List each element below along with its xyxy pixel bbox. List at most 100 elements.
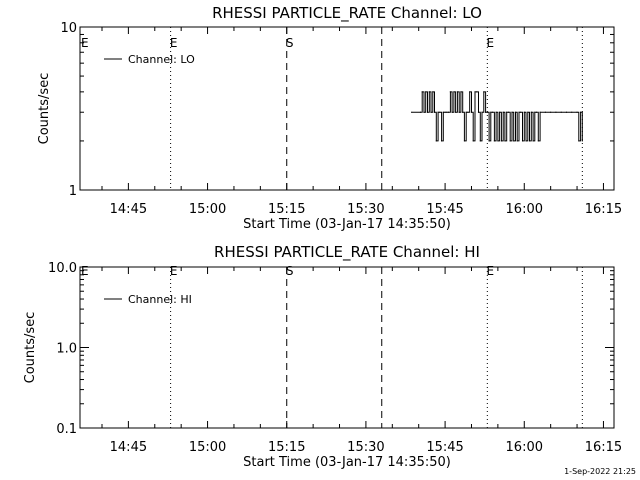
- event-marker-label: S: [286, 264, 294, 278]
- data-point: [507, 111, 510, 113]
- x-tick-label: 14:45: [110, 440, 147, 455]
- data-point: [497, 140, 499, 142]
- data-point: [579, 111, 582, 113]
- data-point: [578, 140, 580, 142]
- data-point: [428, 91, 430, 93]
- data-point: [490, 111, 492, 113]
- data-point: [444, 111, 446, 113]
- data-point: [535, 111, 538, 113]
- data-point: [544, 111, 546, 113]
- data-point: [504, 140, 506, 142]
- data-point: [523, 111, 525, 113]
- data-point: [421, 91, 423, 93]
- data-point: [555, 111, 557, 113]
- data-point: [469, 91, 471, 93]
- x-tick-label: 16:00: [506, 202, 543, 217]
- data-point: [511, 111, 513, 113]
- chart-title: RHESSI PARTICLE_RATE Channel: LO: [212, 4, 482, 23]
- plot-frame: [79, 266, 615, 429]
- data-point: [460, 91, 462, 93]
- data-point: [463, 140, 466, 142]
- x-tick-label: 16:15: [585, 202, 622, 217]
- data-point: [435, 140, 437, 142]
- series-line-0: [411, 91, 583, 142]
- legend-entry: Channel: LO: [128, 53, 195, 66]
- data-point: [565, 111, 568, 113]
- x-tick-label: 15:00: [189, 440, 226, 455]
- data-point: [425, 91, 427, 93]
- data-point: [481, 111, 483, 113]
- data-point: [462, 111, 464, 113]
- event-marker-label-edge: E: [81, 36, 89, 50]
- y-tick-label: 1: [69, 184, 77, 199]
- data-point: [476, 91, 478, 93]
- event-marker-label-edge: E: [81, 264, 89, 278]
- data-point: [491, 111, 494, 113]
- y-tick-label: 1.0: [56, 342, 77, 357]
- x-tick-label: 15:00: [189, 202, 226, 217]
- data-point: [453, 91, 455, 93]
- data-point: [530, 111, 532, 113]
- data-point: [560, 111, 562, 113]
- data-point: [467, 111, 469, 113]
- data-point: [518, 111, 520, 113]
- x-tick-label: 16:00: [506, 440, 543, 455]
- data-point: [470, 111, 473, 113]
- data-point: [484, 111, 487, 113]
- x-tick-label: 15:30: [347, 440, 384, 455]
- x-axis-label: Start Time (03-Jan-17 14:35:50): [243, 455, 451, 470]
- x-tick-label: 16:15: [585, 440, 622, 455]
- data-point: [483, 91, 485, 93]
- data-point: [479, 140, 481, 142]
- event-marker-label: S: [286, 36, 294, 50]
- y-tick-label: 10.0: [48, 261, 77, 276]
- data-point: [426, 111, 429, 113]
- data-point: [477, 111, 480, 113]
- data-point: [527, 111, 529, 113]
- data-point: [495, 111, 497, 113]
- x-tick-label: 15:15: [268, 202, 305, 217]
- data-point: [550, 111, 552, 113]
- data-point: [521, 140, 524, 142]
- data-point: [506, 111, 508, 113]
- data-point: [534, 111, 536, 113]
- data-point: [499, 111, 501, 113]
- data-point: [502, 111, 504, 113]
- data-point: [455, 111, 457, 113]
- x-tick-label: 15:30: [347, 202, 384, 217]
- data-point: [514, 111, 517, 113]
- data-point: [509, 140, 511, 142]
- x-tick-label: 15:45: [426, 440, 463, 455]
- data-point: [528, 140, 531, 142]
- data-point: [532, 140, 534, 142]
- data-point: [513, 140, 515, 142]
- data-point: [474, 91, 476, 93]
- y-axis-label: Counts/sec: [23, 312, 38, 384]
- plot-timestamp: 1-Sep-2022 21:25: [564, 467, 636, 476]
- data-point: [456, 91, 459, 93]
- data-point: [432, 91, 434, 93]
- x-tick-label: 14:45: [110, 202, 147, 217]
- data-point: [571, 111, 573, 113]
- chart-title: RHESSI PARTICLE_RATE Channel: HI: [214, 243, 480, 262]
- data-point: [525, 140, 527, 142]
- data-point: [520, 111, 522, 113]
- y-tick-label: 0.1: [56, 422, 77, 437]
- panel-lo: RHESSI PARTICLE_RATE Channel: LO 14:45 15:…: [37, 4, 622, 232]
- data-point: [493, 140, 495, 142]
- data-point: [411, 111, 413, 113]
- data-point: [500, 140, 502, 142]
- data-point: [451, 111, 453, 113]
- data-point: [423, 111, 425, 113]
- data-point: [446, 111, 448, 113]
- data-point: [448, 111, 450, 113]
- data-point: [442, 111, 444, 113]
- data-point: [449, 91, 451, 93]
- panel-hi: RHESSI PARTICLE_RATE Channel: HI 14:45 15:…: [23, 243, 622, 470]
- data-point: [581, 140, 583, 142]
- x-tick-label: 15:45: [426, 202, 463, 217]
- data-point: [488, 140, 490, 142]
- data-point: [537, 140, 539, 142]
- data-point: [430, 111, 432, 113]
